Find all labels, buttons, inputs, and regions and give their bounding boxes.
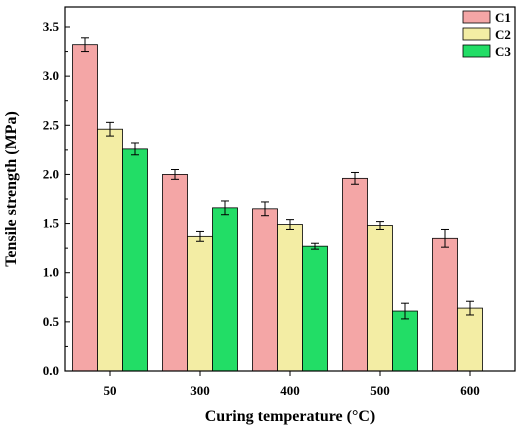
bar-c2-600 — [457, 307, 483, 372]
y-tick-label: 3.0 — [43, 68, 59, 83]
legend-swatch-c1 — [462, 10, 491, 24]
bar-c1-600 — [432, 237, 458, 372]
legend-swatch-c3 — [462, 44, 491, 58]
x-tick-label: 50 — [104, 383, 117, 398]
x-tick-label: 600 — [460, 383, 480, 398]
legend-label-c2: C2 — [495, 27, 511, 42]
bar-c1-300 — [162, 174, 188, 372]
y-tick-label: 2.0 — [43, 166, 59, 181]
y-tick-label: 3.5 — [43, 19, 60, 34]
y-tick-label: 1.0 — [43, 265, 59, 280]
error-bars-layer — [81, 37, 474, 320]
legend-swatch-c2 — [462, 27, 491, 41]
bar-c2-500 — [367, 225, 393, 372]
x-tick-label: 500 — [370, 383, 390, 398]
bar-c2-300 — [187, 235, 213, 372]
legend: C1 C2 C3 — [462, 10, 511, 59]
bar-c1-50 — [72, 44, 98, 372]
x-axis: 50 300 400 500 600 — [104, 371, 480, 398]
y-axis: 0.0 0.5 1.0 1.5 2.0 2.5 3.0 3.5 — [43, 19, 70, 378]
legend-label-c3: C3 — [495, 44, 511, 59]
legend-label-c1: C1 — [495, 10, 511, 25]
bar-c1-500 — [342, 177, 368, 372]
bar-c2-400 — [277, 224, 303, 372]
y-tick-label: 0.5 — [43, 314, 60, 329]
y-axis-label: Tensile strength (MPa) — [3, 111, 20, 267]
x-tick-label: 400 — [280, 383, 300, 398]
y-tick-label: 2.5 — [43, 117, 60, 132]
y-tick-label: 1.5 — [43, 216, 60, 231]
x-axis-label: Curing temperature (°C) — [205, 408, 376, 425]
bar-c3-300 — [212, 207, 238, 372]
bar-c2-50 — [97, 128, 123, 372]
bars-layer — [72, 44, 483, 372]
x-tick-label: 300 — [190, 383, 210, 398]
bar-c3-400 — [302, 245, 328, 372]
bar-c1-400 — [252, 208, 278, 372]
bar-c3-500 — [392, 310, 418, 372]
bar-c3-50 — [122, 148, 148, 372]
y-tick-label: 0.0 — [43, 363, 59, 378]
